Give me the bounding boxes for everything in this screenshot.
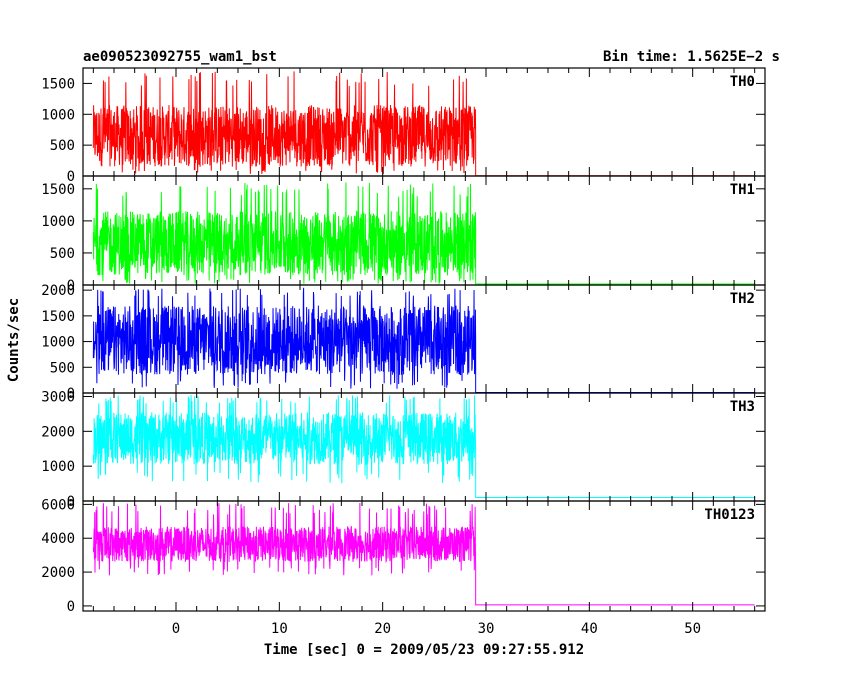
y-tick-label: 6000: [41, 497, 75, 513]
y-tick-label: 500: [50, 246, 75, 262]
x-tick-label: 30: [478, 621, 495, 637]
y-tick-label: 0: [67, 494, 75, 510]
panel-label-th2: TH2: [730, 291, 755, 307]
x-tick-label: 0: [172, 621, 180, 637]
bin-time-label: Bin time: 1.5625E−2 s: [603, 49, 780, 65]
y-tick-label: 0: [67, 169, 75, 185]
y-axis-label: Counts/sec: [6, 298, 22, 382]
x-tick-label: 40: [581, 621, 598, 637]
panel-th0: 0 500 1000 1500 TH0: [41, 67, 766, 185]
y-tick-label: 1000: [41, 214, 75, 230]
y-tick-label: 1000: [41, 459, 75, 475]
panel-th1: 0 500 1000 1500 TH1: [41, 175, 766, 294]
y-tick-label: 1000: [41, 335, 75, 351]
x-axis-label: Time [sec] 0 = 2009/05/23 09:27:55.912: [264, 642, 584, 658]
y-tick-label: 1500: [41, 309, 75, 325]
x-tick-label: 20: [374, 621, 391, 637]
y-tick-label: 0: [67, 278, 75, 294]
series-line-th2: [92, 287, 755, 393]
series-line-th0123: [92, 502, 755, 606]
y-tick-label: 0: [67, 386, 75, 402]
y-tick-label: 2000: [41, 565, 75, 581]
panel-label-th3: TH3: [730, 399, 755, 415]
panel-label-th1: TH1: [730, 182, 755, 198]
y-tick-label: 4000: [41, 531, 75, 547]
series-line-th3: [92, 394, 755, 499]
y-tick-label: 500: [50, 138, 75, 154]
panel-th0123: 0 2000 4000 6000 TH0123: [41, 497, 766, 615]
y-tick-label: 1500: [41, 76, 75, 92]
y-tick-label: 500: [50, 360, 75, 376]
y-tick-label: 0: [67, 599, 75, 615]
y-tick-label: 2000: [41, 424, 75, 440]
y-tick-label: 2000: [41, 283, 75, 299]
panel-label-th0: TH0: [730, 74, 755, 90]
x-tick-label: 50: [684, 621, 701, 637]
y-tick-label: 1500: [41, 182, 75, 198]
panel-th3: 0 1000 2000 3000 TH3: [41, 389, 766, 510]
series-line-th0: [92, 71, 755, 176]
y-tick-label: 1000: [41, 107, 75, 123]
chart-title: ae090523092755_wam1_bst: [83, 49, 277, 65]
x-tick-label: 10: [271, 621, 288, 637]
panel-th2: 0 500 1000 1500 2000 TH2: [41, 283, 766, 402]
y-tick-label: 3000: [41, 389, 75, 405]
series-line-th1: [92, 182, 755, 285]
panel-label-th0123: TH0123: [704, 507, 755, 523]
